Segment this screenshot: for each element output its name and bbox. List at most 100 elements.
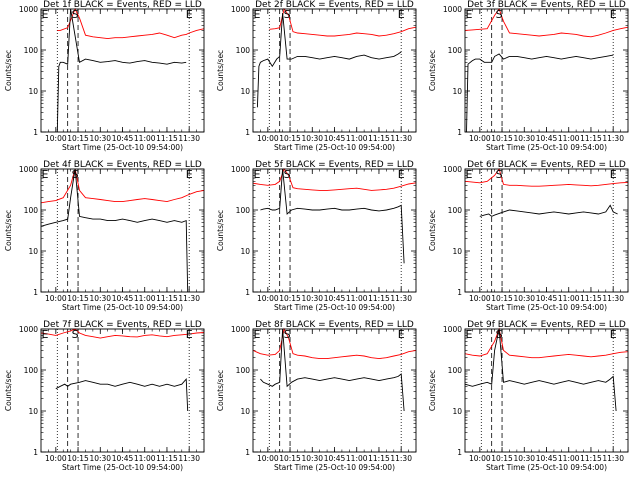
- x-tick-label: 10:45: [536, 454, 558, 463]
- x-tick-label: 10:00: [45, 454, 67, 463]
- x-axis-label: Start Time (25-Oct-10 09:54:00): [62, 463, 183, 472]
- y-tick-label: 1: [245, 128, 250, 137]
- interval-marker-s: S: [284, 168, 291, 181]
- panel-title: Det 3f BLACK = Events, RED = LLD: [467, 0, 626, 10]
- x-axis-label: Start Time (25-Oct-10 09:54:00): [62, 143, 183, 152]
- x-axis-label: Start Time (25-Oct-10 09:54:00): [486, 463, 607, 472]
- panel-title: Det 5f BLACK = Events, RED = LLD: [255, 160, 414, 170]
- events-series-line: [260, 328, 405, 412]
- y-tick-label: 10: [240, 247, 250, 256]
- x-tick-label: 10:30: [89, 454, 111, 463]
- interval-marker-e-left: E: [466, 8, 473, 21]
- y-tick-label: 1000: [231, 5, 250, 14]
- detector-panel: Det 4f BLACK = Events, RED = LLD Counts/s…: [4, 160, 205, 312]
- y-tick-label: 1000: [443, 165, 462, 174]
- x-tick-label: 10:30: [89, 294, 111, 303]
- interval-marker-s: S: [284, 328, 291, 341]
- x-tick-label: 11:00: [558, 294, 580, 303]
- x-tick-label: 10:15: [491, 134, 513, 143]
- lld-series-line: [40, 168, 205, 204]
- x-tick-label: 11:00: [134, 454, 156, 463]
- interval-marker-e: E: [610, 8, 617, 21]
- detector-panel: Det 7f BLACK = Events, RED = LLD Counts/s…: [4, 320, 205, 472]
- x-tick-label: 11:30: [390, 454, 412, 463]
- interval-marker-e: E: [186, 328, 193, 341]
- interval-marker-e: E: [610, 168, 617, 181]
- x-tick-label: 10:45: [324, 454, 346, 463]
- x-tick-label: 11:15: [156, 454, 178, 463]
- events-series-line: [55, 377, 189, 412]
- x-tick-label: 10:15: [279, 294, 301, 303]
- y-tick-label: 1000: [19, 165, 38, 174]
- events-series-line: [466, 53, 614, 133]
- panel-title: Det 1f BLACK = Events, RED = LLD: [43, 0, 202, 10]
- interval-marker-s: S: [496, 8, 503, 21]
- y-tick-label: 1: [245, 288, 250, 297]
- interval-marker-s: S: [72, 8, 79, 21]
- y-tick-label: 1000: [231, 325, 250, 334]
- events-series-line: [479, 204, 618, 217]
- y-tick-label: 10: [240, 407, 250, 416]
- x-tick-label: 10:45: [536, 294, 558, 303]
- detector-panel: Det 3f BLACK = Events, RED = LLD Counts/s…: [428, 0, 629, 152]
- x-tick-label: 11:00: [346, 134, 368, 143]
- x-tick-label: 11:30: [178, 454, 200, 463]
- x-axis-label: Start Time (25-Oct-10 09:54:00): [274, 303, 395, 312]
- x-tick-label: 10:30: [89, 134, 111, 143]
- plot-frame: [252, 8, 417, 133]
- x-tick-label: 11:15: [368, 454, 390, 463]
- y-axis-label: Counts/sec: [428, 370, 437, 411]
- y-axis-label: Counts/sec: [216, 50, 225, 91]
- interval-marker-e: E: [186, 168, 193, 181]
- interval-marker-e: E: [398, 328, 405, 341]
- plot-frame: [40, 328, 205, 453]
- x-tick-label: 10:00: [45, 294, 67, 303]
- x-tick-label: 10:45: [324, 294, 346, 303]
- x-tick-label: 11:00: [558, 134, 580, 143]
- x-tick-label: 11:00: [558, 454, 580, 463]
- y-axis-label: Counts/sec: [4, 370, 13, 411]
- y-tick-label: 10: [452, 87, 462, 96]
- lld-series-line: [252, 327, 417, 360]
- interval-marker-e-left: E: [42, 168, 49, 181]
- x-tick-label: 11:15: [368, 134, 390, 143]
- x-tick-label: 11:00: [134, 134, 156, 143]
- interval-marker-e-left: E: [42, 328, 49, 341]
- y-tick-label: 100: [24, 366, 39, 375]
- x-tick-label: 11:00: [134, 294, 156, 303]
- x-tick-label: 10:45: [112, 134, 134, 143]
- panel-title: Det 4f BLACK = Events, RED = LLD: [43, 160, 202, 170]
- x-tick-label: 11:00: [346, 294, 368, 303]
- x-tick-label: 10:45: [324, 134, 346, 143]
- x-tick-label: 10:30: [301, 134, 323, 143]
- x-tick-label: 10:00: [257, 134, 279, 143]
- events-series-line: [40, 168, 189, 293]
- lld-series-line: [464, 327, 629, 359]
- y-tick-label: 1000: [443, 5, 462, 14]
- x-tick-label: 10:00: [469, 454, 491, 463]
- detector-panel: Det 8f BLACK = Events, RED = LLD Counts/s…: [216, 320, 417, 472]
- y-tick-label: 1000: [19, 5, 38, 14]
- y-tick-label: 1: [33, 128, 38, 137]
- interval-marker-e: E: [610, 328, 617, 341]
- interval-marker-e-left: E: [466, 328, 473, 341]
- detector-panel: Det 5f BLACK = Events, RED = LLD Counts/s…: [216, 160, 417, 312]
- panel-title: Det 6f BLACK = Events, RED = LLD: [467, 160, 626, 170]
- panel-title: Det 9f BLACK = Events, RED = LLD: [467, 320, 626, 330]
- x-tick-label: 11:30: [602, 294, 624, 303]
- x-tick-label: 10:15: [67, 134, 89, 143]
- panel-title: Det 2f BLACK = Events, RED = LLD: [255, 0, 414, 10]
- x-tick-label: 11:00: [346, 454, 368, 463]
- interval-marker-s: S: [496, 328, 503, 341]
- x-tick-label: 10:00: [469, 134, 491, 143]
- y-axis-label: Counts/sec: [428, 210, 437, 251]
- interval-marker-e-left: E: [254, 168, 261, 181]
- x-tick-label: 11:30: [178, 294, 200, 303]
- y-tick-label: 100: [448, 206, 463, 215]
- y-tick-label: 100: [236, 206, 251, 215]
- plot-frame: [40, 8, 205, 133]
- y-tick-label: 10: [28, 407, 38, 416]
- interval-marker-e: E: [186, 8, 193, 21]
- events-series-line: [256, 12, 402, 108]
- y-axis-label: Counts/sec: [216, 210, 225, 251]
